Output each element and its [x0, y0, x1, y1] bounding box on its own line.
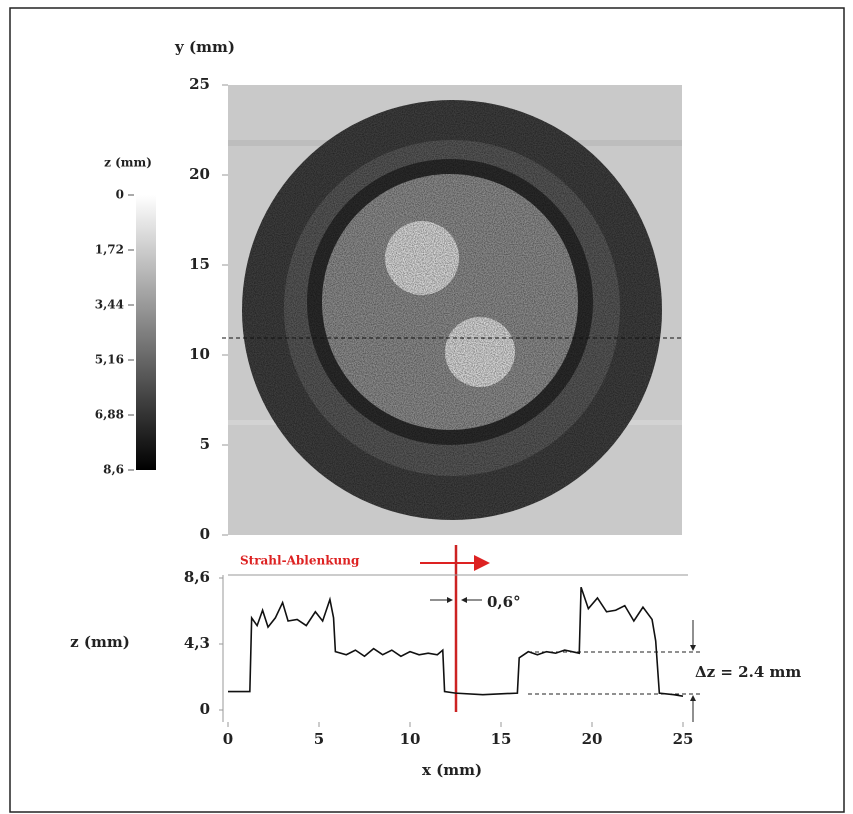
- y-tick-label: 10: [189, 345, 210, 363]
- x-tick-label: 20: [582, 730, 603, 748]
- y-tick-label: 15: [189, 255, 210, 273]
- y-tick-label: 25: [189, 75, 210, 93]
- colorbar: [136, 195, 156, 470]
- y-tick-label: 4,3: [184, 634, 210, 652]
- annotation: Strahl-Ablenkung: [240, 554, 360, 568]
- x-tick-label: 5: [314, 730, 324, 748]
- x-tick-label: 0: [223, 730, 233, 748]
- colorbar-tick-label: 6,88: [95, 408, 124, 422]
- colorbar-tick-label: 8,6: [103, 463, 124, 477]
- y-axis-label: y (mm): [174, 38, 235, 56]
- y-tick-label: 5: [200, 435, 210, 453]
- x-axis-label: x (mm): [422, 761, 482, 779]
- height-map: [222, 85, 682, 535]
- x-tick-label: 25: [673, 730, 694, 748]
- y-tick-label: 8,6: [184, 568, 210, 586]
- x-tick-label: 15: [491, 730, 512, 748]
- colorbar-label: z (mm): [104, 156, 152, 170]
- colorbar-tick-label: 0: [116, 188, 124, 202]
- colorbar-tick-label: 3,44: [95, 298, 124, 312]
- colorbar-tick-label: 1,72: [95, 243, 124, 257]
- colorbar-tick-label: 5,16: [95, 353, 124, 367]
- annotation: 0,6°: [487, 593, 521, 611]
- y-axis-label: z (mm): [70, 633, 130, 651]
- y-tick-label: 20: [189, 165, 210, 183]
- annotation: Δz = 2.4 mm: [695, 663, 801, 681]
- y-tick-label: 0: [200, 700, 210, 718]
- y-tick-label: 0: [200, 525, 210, 543]
- figure: y (mm) z (mm) Strahl-Ablenkung 0,6° Δz =…: [0, 0, 853, 814]
- x-tick-label: 10: [400, 730, 421, 748]
